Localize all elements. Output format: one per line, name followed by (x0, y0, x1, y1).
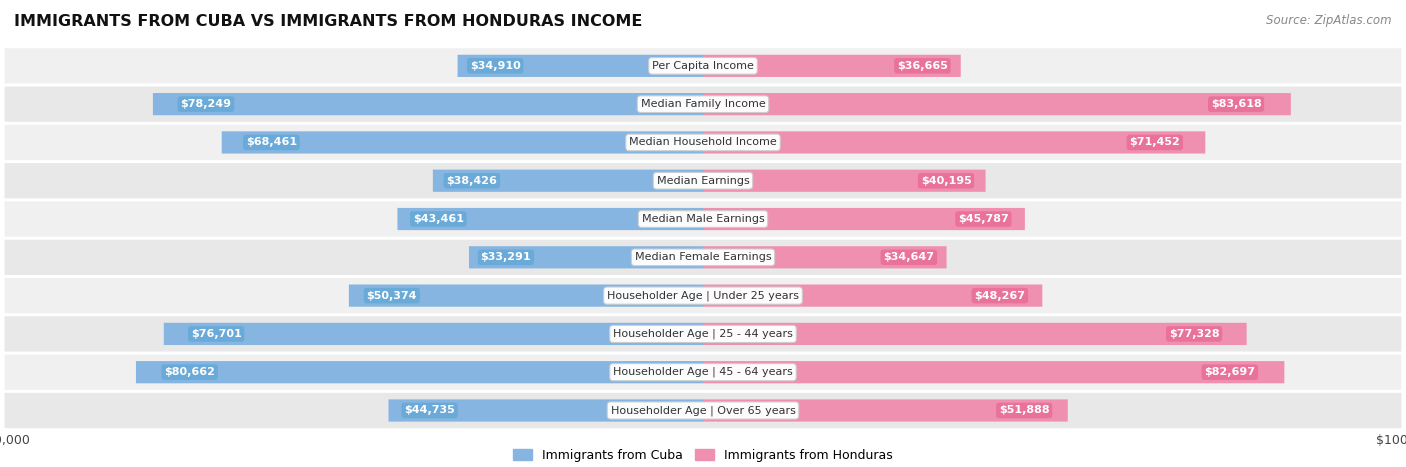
Text: $45,787: $45,787 (957, 214, 1008, 224)
FancyBboxPatch shape (703, 323, 1247, 345)
FancyBboxPatch shape (3, 47, 1403, 85)
Text: $78,249: $78,249 (180, 99, 232, 109)
Text: $33,291: $33,291 (481, 252, 531, 262)
Text: $34,910: $34,910 (470, 61, 520, 71)
FancyBboxPatch shape (3, 85, 1403, 123)
FancyBboxPatch shape (153, 93, 703, 115)
Text: Median Female Earnings: Median Female Earnings (634, 252, 772, 262)
FancyBboxPatch shape (3, 354, 1403, 391)
FancyBboxPatch shape (3, 124, 1403, 161)
Text: $68,461: $68,461 (246, 137, 297, 148)
Text: $80,662: $80,662 (165, 367, 215, 377)
Text: $34,647: $34,647 (883, 252, 935, 262)
Legend: Immigrants from Cuba, Immigrants from Honduras: Immigrants from Cuba, Immigrants from Ho… (508, 444, 898, 467)
FancyBboxPatch shape (703, 284, 1042, 307)
FancyBboxPatch shape (703, 361, 1284, 383)
Text: Householder Age | Over 65 years: Householder Age | Over 65 years (610, 405, 796, 416)
Text: $44,735: $44,735 (405, 405, 456, 416)
FancyBboxPatch shape (703, 55, 960, 77)
Text: $82,697: $82,697 (1205, 367, 1256, 377)
FancyBboxPatch shape (388, 399, 703, 422)
Text: $43,461: $43,461 (413, 214, 464, 224)
Text: Median Male Earnings: Median Male Earnings (641, 214, 765, 224)
FancyBboxPatch shape (457, 55, 703, 77)
Text: $50,374: $50,374 (367, 290, 418, 301)
FancyBboxPatch shape (3, 392, 1403, 429)
Text: $36,665: $36,665 (897, 61, 948, 71)
Text: $51,888: $51,888 (998, 405, 1049, 416)
FancyBboxPatch shape (349, 284, 703, 307)
Text: Householder Age | 25 - 44 years: Householder Age | 25 - 44 years (613, 329, 793, 339)
Text: $77,328: $77,328 (1168, 329, 1219, 339)
Text: $71,452: $71,452 (1129, 137, 1180, 148)
Text: Median Household Income: Median Household Income (628, 137, 778, 148)
Text: Median Family Income: Median Family Income (641, 99, 765, 109)
Text: Householder Age | 45 - 64 years: Householder Age | 45 - 64 years (613, 367, 793, 377)
Text: Source: ZipAtlas.com: Source: ZipAtlas.com (1267, 14, 1392, 27)
FancyBboxPatch shape (3, 162, 1403, 199)
FancyBboxPatch shape (136, 361, 703, 383)
Text: Per Capita Income: Per Capita Income (652, 61, 754, 71)
FancyBboxPatch shape (163, 323, 703, 345)
FancyBboxPatch shape (703, 399, 1067, 422)
Text: $76,701: $76,701 (191, 329, 242, 339)
FancyBboxPatch shape (3, 277, 1403, 314)
FancyBboxPatch shape (703, 208, 1025, 230)
FancyBboxPatch shape (703, 170, 986, 192)
FancyBboxPatch shape (703, 93, 1291, 115)
Text: $48,267: $48,267 (974, 290, 1025, 301)
FancyBboxPatch shape (703, 131, 1205, 154)
FancyBboxPatch shape (3, 315, 1403, 353)
Text: IMMIGRANTS FROM CUBA VS IMMIGRANTS FROM HONDURAS INCOME: IMMIGRANTS FROM CUBA VS IMMIGRANTS FROM … (14, 14, 643, 29)
FancyBboxPatch shape (433, 170, 703, 192)
FancyBboxPatch shape (470, 246, 703, 269)
FancyBboxPatch shape (222, 131, 703, 154)
FancyBboxPatch shape (3, 200, 1403, 238)
Text: Median Earnings: Median Earnings (657, 176, 749, 186)
Text: Householder Age | Under 25 years: Householder Age | Under 25 years (607, 290, 799, 301)
FancyBboxPatch shape (703, 246, 946, 269)
Text: $40,195: $40,195 (921, 176, 972, 186)
Text: $83,618: $83,618 (1211, 99, 1261, 109)
Text: $38,426: $38,426 (446, 176, 498, 186)
FancyBboxPatch shape (398, 208, 703, 230)
FancyBboxPatch shape (3, 239, 1403, 276)
